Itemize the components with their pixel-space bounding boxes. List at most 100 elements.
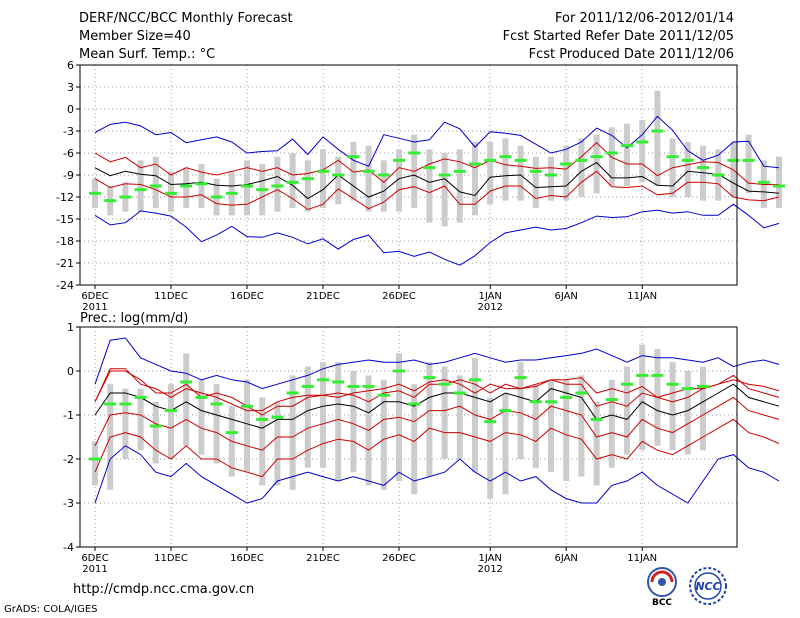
bcc-logo: BCC — [640, 566, 684, 610]
temp-panel — [76, 64, 785, 289]
temp-spread-box — [456, 149, 463, 223]
temp-spread-box — [183, 167, 190, 208]
prec-series-min — [94, 445, 780, 504]
temp-observed-mark — [681, 158, 694, 162]
prec-observed-mark — [484, 420, 497, 424]
temp-xtick-label: 16DEC — [230, 291, 264, 302]
prec-xtick-label: 11DEC — [154, 553, 188, 564]
temp-observed-mark — [697, 166, 709, 170]
temp-series-upper — [94, 142, 779, 185]
temp-xtick-label: 11DEC — [154, 291, 188, 302]
source-url[interactable]: http://cmdp.ncc.cma.gov.cn — [73, 582, 255, 597]
temp-observed-mark — [651, 129, 664, 133]
prec-observed-mark — [514, 376, 527, 380]
temp-observed-mark — [256, 188, 269, 192]
prec-observed-mark — [180, 380, 193, 384]
temp-spread-box — [441, 153, 448, 227]
prec-spread-box — [213, 384, 220, 464]
prec-spread-box — [669, 362, 676, 451]
variable-label: Mean Surf. Temp.: °C — [79, 47, 216, 62]
temp-spread-box — [517, 145, 524, 201]
prec-ytick-label: 1 — [67, 321, 74, 334]
temp-observed-mark — [499, 155, 512, 159]
temp-ytick-label: -24 — [56, 279, 74, 292]
prec-ytick-label: -4 — [63, 541, 74, 554]
prec-observed-mark — [423, 376, 436, 380]
prec-title: Prec.: log(mm/d) — [80, 311, 188, 326]
prec-spread-box — [639, 344, 646, 451]
prec-observed-mark — [453, 391, 466, 395]
prec-observed-mark — [636, 373, 649, 377]
prec-spread-box — [578, 375, 585, 477]
temp-observed-mark — [119, 195, 132, 199]
temp-spread-box — [502, 138, 509, 201]
temp-series-mean — [94, 161, 780, 200]
temp-observed-mark — [529, 169, 542, 173]
temp-observed-mark — [514, 158, 527, 162]
prec-spread-box — [608, 379, 615, 468]
prec-observed-mark — [241, 404, 253, 408]
prec-ytick-label: 0 — [67, 365, 74, 378]
prec-ytick-label: -2 — [63, 453, 74, 466]
prec-spread-box — [426, 362, 433, 477]
temp-series-lower — [94, 170, 780, 211]
temp-observed-mark — [438, 173, 451, 177]
prec-observed-mark — [605, 398, 618, 402]
prec-spread-box — [441, 366, 448, 459]
prec-series-mean — [94, 383, 780, 429]
temp-observed-mark — [666, 155, 679, 159]
temp-observed-mark — [773, 184, 785, 188]
temp-observed-mark — [605, 151, 618, 155]
prec-observed-mark — [408, 402, 421, 406]
temp-observed-mark — [332, 173, 345, 177]
prec-spread-box — [92, 441, 98, 486]
prec-observed-mark — [119, 402, 132, 406]
prec-observed-mark — [529, 400, 542, 404]
member-size: Member Size=40 — [79, 29, 191, 44]
temp-xtick-label: 11JAN — [627, 291, 657, 302]
temp-spread-box — [608, 127, 615, 186]
temp-spread-box — [289, 153, 296, 208]
temp-ytick-label: 0 — [67, 103, 74, 116]
temp-series-max — [94, 115, 780, 169]
temp-xtick-label: 21DEC — [306, 291, 340, 302]
prec-spread-box — [274, 401, 281, 486]
temp-ytick-label: -18 — [56, 235, 74, 248]
temp-ytick-label: 6 — [67, 59, 74, 72]
temp-spread-box — [274, 156, 281, 212]
temp-xtick-label: 1JAN — [478, 291, 501, 302]
temp-observed-mark — [362, 169, 375, 173]
temp-ytick-label: -12 — [56, 191, 74, 204]
temp-spread-box — [472, 142, 478, 216]
temp-observed-mark — [727, 158, 740, 162]
ncc-logo: NCC — [684, 566, 732, 610]
prec-frame — [79, 326, 738, 548]
prec-xtick-label: 16DEC — [230, 553, 264, 564]
prec-observed-mark — [560, 395, 573, 399]
temp-observed-mark — [393, 158, 405, 162]
bcc-logo-text: BCC — [652, 598, 672, 606]
temp-ytick-label: -21 — [56, 257, 74, 270]
prec-observed-mark — [545, 400, 557, 404]
ncc-logo-text: NCC — [695, 580, 720, 593]
prec-observed-mark — [362, 384, 375, 388]
prec-spread-box — [198, 379, 205, 455]
prec-observed-mark — [195, 395, 208, 399]
temp-observed-mark — [469, 162, 481, 166]
prec-observed-mark — [681, 387, 694, 391]
prec-series-max — [94, 337, 780, 390]
temp-frame — [79, 64, 738, 286]
prec-observed-mark — [301, 384, 314, 388]
prec-spread-box — [304, 366, 311, 468]
prec-observed-mark — [499, 409, 512, 413]
prec-spread-box — [563, 379, 570, 481]
prec-observed-mark — [666, 382, 679, 386]
temp-observed-mark — [241, 184, 253, 188]
temp-ytick-label: -15 — [56, 213, 74, 226]
temp-xtick-label: 6DEC — [81, 291, 108, 302]
temp-ytick-label: 3 — [67, 81, 74, 94]
temp-observed-mark — [621, 144, 633, 148]
prec-series-spread_top — [94, 368, 780, 412]
prec-spread-box — [335, 362, 342, 481]
